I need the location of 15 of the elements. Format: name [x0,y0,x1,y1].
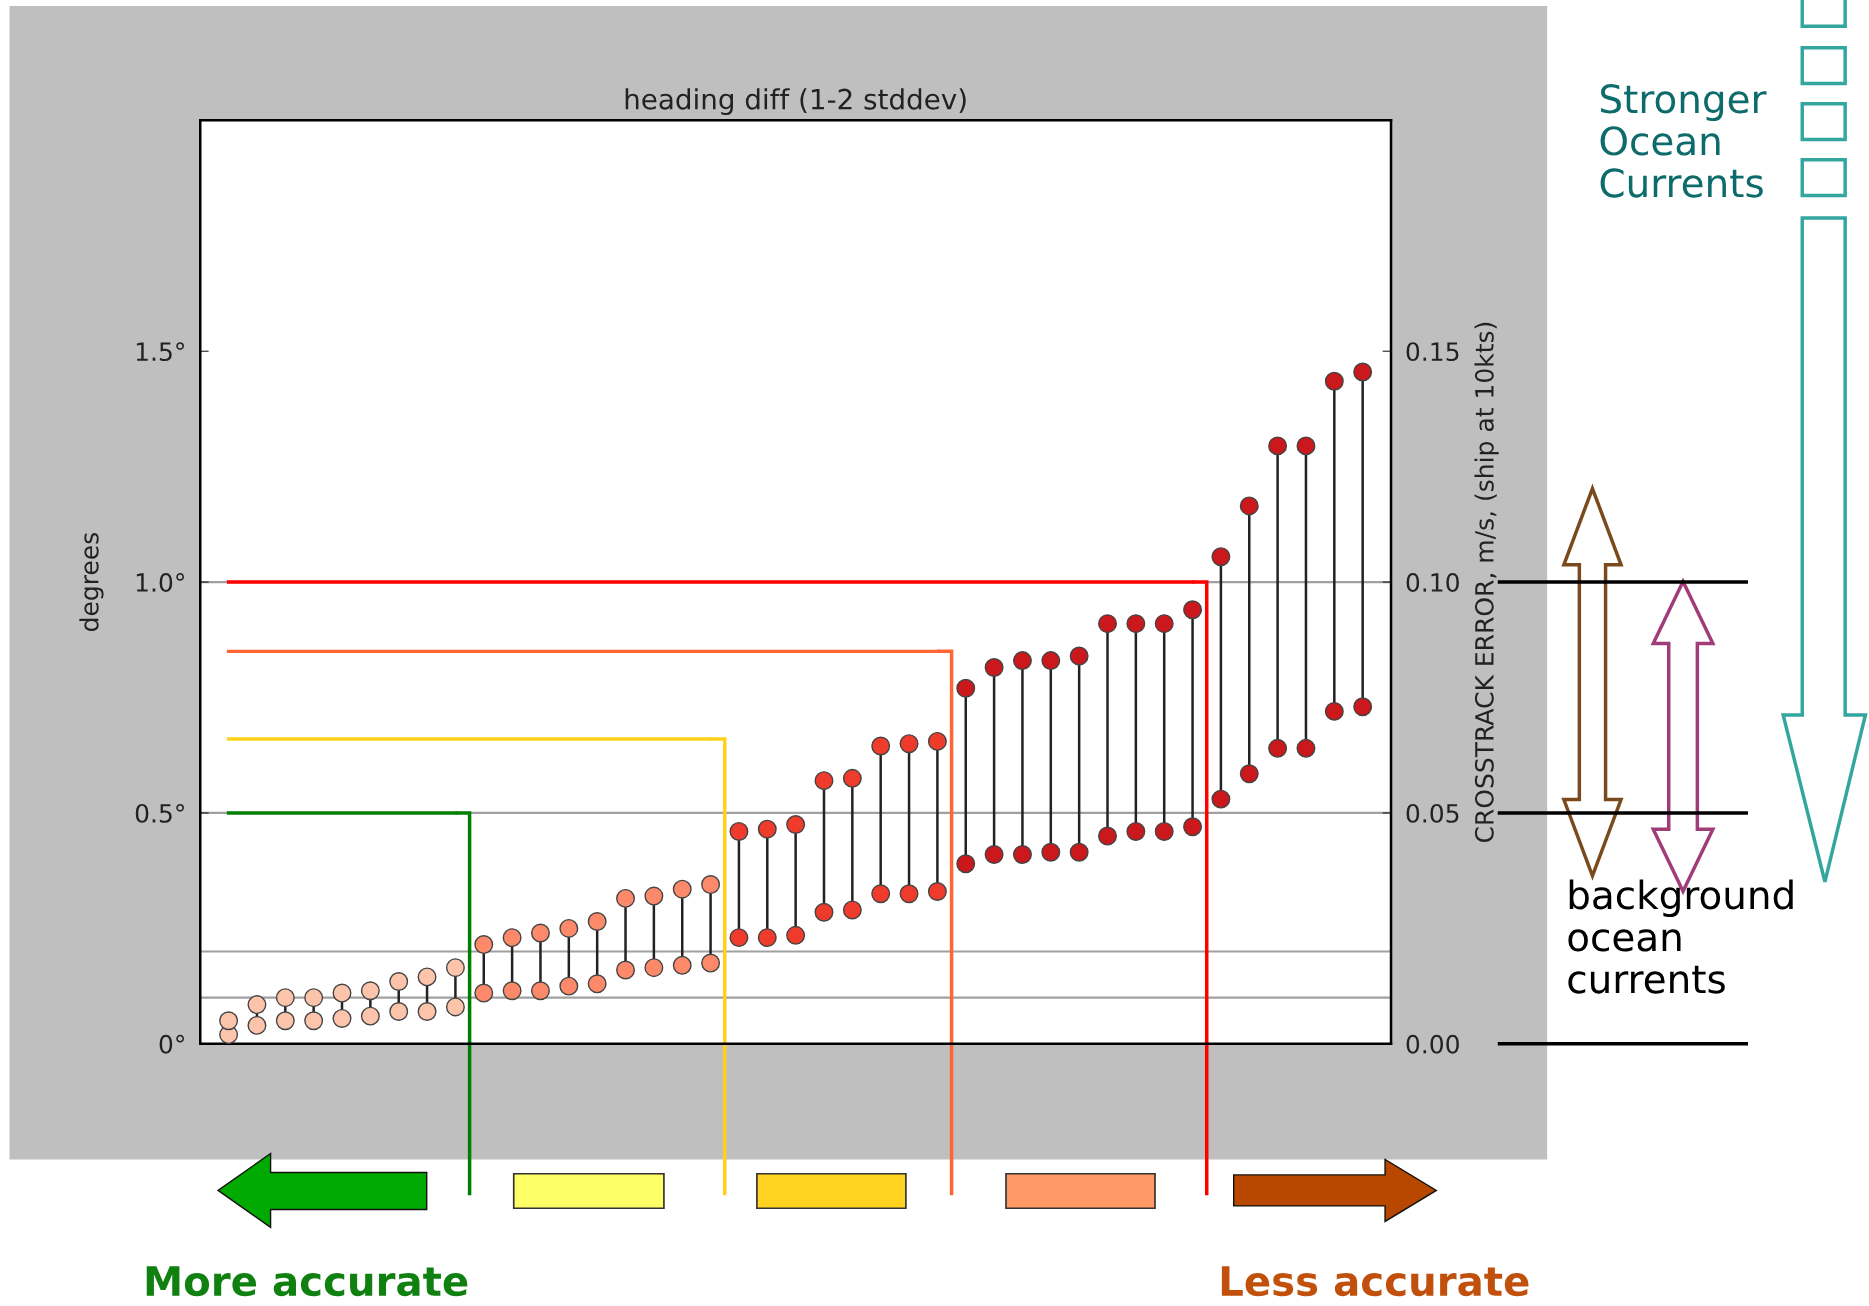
chart-title: heading diff (1-2 stddev) [625,88,966,116]
text: background ocean currents [1568,879,1793,994]
y-tick-label: 0° [159,1034,184,1054]
y-axis-title: degrees [79,533,104,632]
y2-tick-label: 0.00 [1406,1034,1459,1054]
y2-tick-label: 0.05 [1406,803,1459,823]
text: Less accurate [1221,1266,1529,1297]
text: Stronger Ocean Currents [1600,84,1767,198]
y-tick-label: 0.5° [135,803,184,823]
y-tick-label: 1.5° [136,342,184,362]
y2-axis-title: CROSSTRACK ERROR, m/s, (ship at 10kts) [1474,322,1499,843]
y2-tick-label: 0.10 [1406,573,1459,592]
text: More accurate [146,1266,468,1297]
y2-tick-label: 0.15 [1406,342,1459,362]
y-tick-label: 1.0° [136,573,184,592]
